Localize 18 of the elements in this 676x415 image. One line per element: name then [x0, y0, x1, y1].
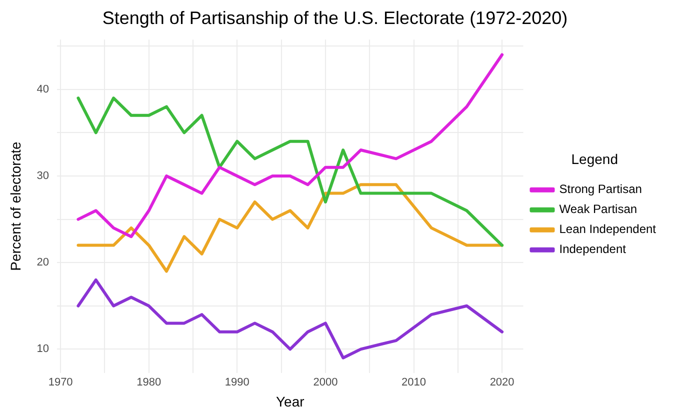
legend-label: Strong Partisan [559, 182, 642, 196]
chart-title: Stength of Partisanship of the U.S. Electorate (1972-2020) [102, 8, 568, 28]
y-tick-label: 10 [36, 343, 50, 356]
x-axis-title: Year [276, 393, 305, 410]
y-axis-title: Percent of electorate [7, 141, 24, 271]
x-tick-label: 1980 [136, 376, 162, 389]
x-tick-label: 2020 [490, 376, 514, 389]
legend-title: Legend [571, 150, 618, 167]
y-tick-label: 20 [36, 256, 50, 269]
x-tick-label: 2000 [313, 376, 338, 389]
y-tick-label: 30 [36, 170, 50, 182]
x-tick-label: 1990 [224, 376, 250, 389]
legend-label: Lean Independent [559, 222, 657, 236]
x-tick-label: 1970 [48, 376, 73, 389]
x-tick-label: 2010 [402, 376, 426, 389]
y-tick-label: 40 [36, 83, 50, 96]
legend-label: Independent [559, 242, 627, 256]
legend-label: Weak Partisan [559, 202, 638, 216]
